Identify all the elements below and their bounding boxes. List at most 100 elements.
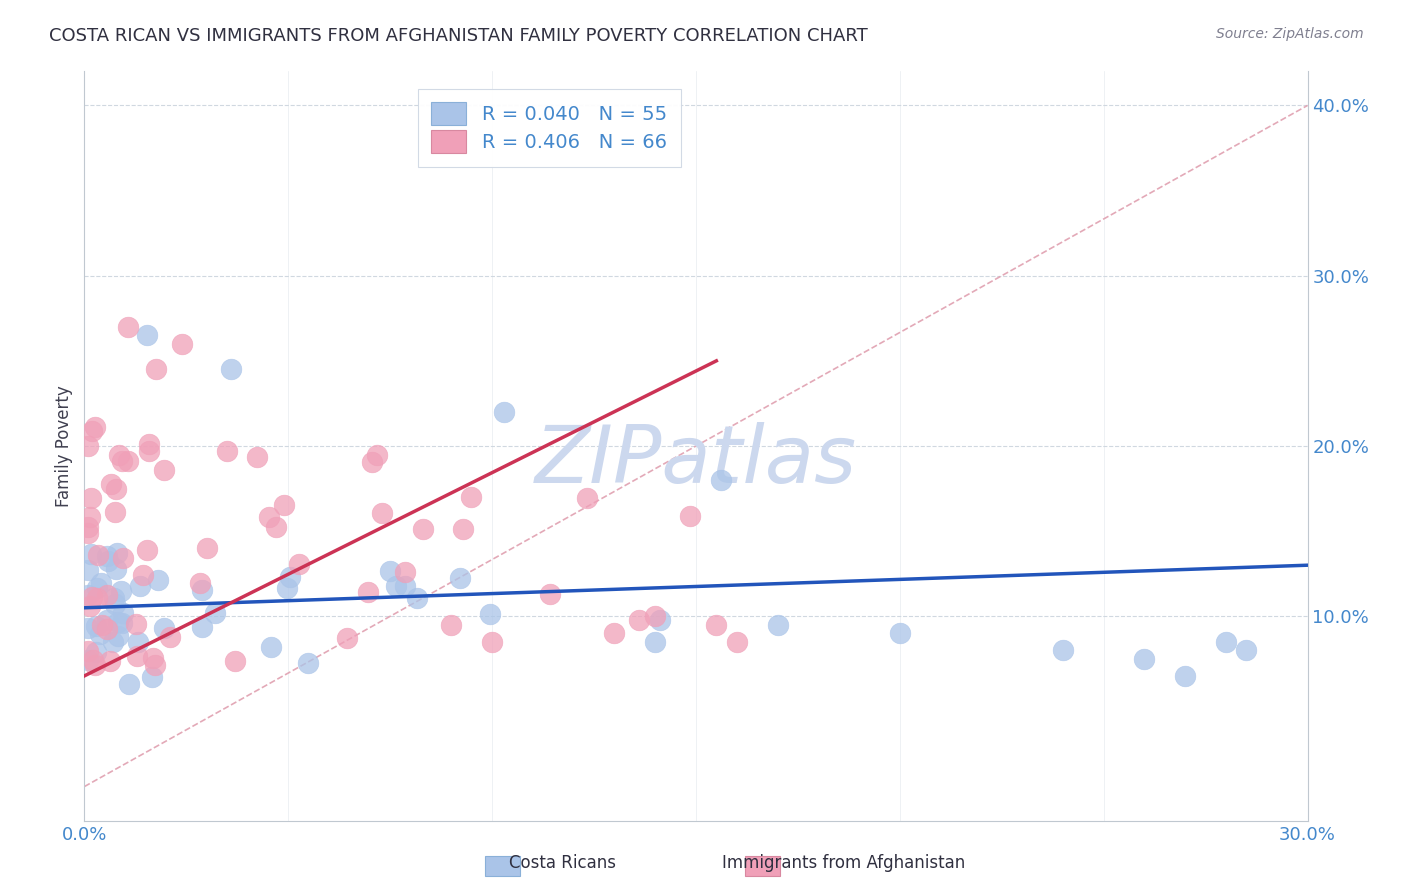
Point	[127, 635, 149, 649]
Point	[86, 548, 108, 562]
Point	[710, 473, 733, 487]
Point	[141, 670, 163, 684]
Point	[297, 657, 319, 671]
Point	[280, 570, 302, 584]
Point	[83, 657, 105, 672]
Point	[125, 617, 148, 632]
Point	[215, 444, 238, 458]
Point	[706, 617, 728, 632]
Point	[380, 565, 402, 579]
Point	[357, 584, 380, 599]
Point	[191, 620, 214, 634]
Point	[627, 613, 650, 627]
Point	[394, 578, 416, 592]
Point	[260, 640, 283, 654]
Point	[127, 648, 149, 663]
Point	[138, 444, 160, 458]
Point	[575, 491, 598, 505]
Point	[105, 483, 128, 497]
Point	[110, 584, 132, 599]
Point	[82, 652, 104, 666]
Point	[129, 579, 152, 593]
Point	[276, 581, 298, 595]
Point	[77, 520, 100, 534]
Point	[1174, 669, 1197, 683]
Text: Costa Ricans: Costa Ricans	[509, 855, 616, 872]
Point	[136, 328, 159, 343]
Point	[77, 439, 100, 453]
Point	[336, 631, 359, 645]
Point	[79, 509, 101, 524]
Point	[138, 437, 160, 451]
Point	[412, 522, 434, 536]
Point	[111, 551, 134, 566]
Point	[725, 635, 748, 649]
Point	[195, 541, 218, 555]
Point	[204, 606, 226, 620]
Point	[1133, 652, 1156, 666]
Point	[104, 597, 127, 611]
Point	[96, 549, 118, 563]
Point	[679, 509, 702, 524]
Point	[264, 520, 287, 534]
Point	[96, 613, 118, 627]
Point	[384, 579, 406, 593]
Point	[1236, 643, 1258, 657]
Point	[453, 522, 475, 536]
Point	[142, 651, 165, 665]
Point	[111, 615, 134, 630]
Point	[273, 498, 295, 512]
Point	[84, 645, 107, 659]
Point	[111, 454, 134, 468]
Point	[131, 568, 153, 582]
Point	[143, 658, 166, 673]
Text: Source: ZipAtlas.com: Source: ZipAtlas.com	[1216, 27, 1364, 41]
Point	[159, 630, 181, 644]
Point	[80, 491, 103, 505]
Point	[77, 644, 100, 658]
Point	[80, 424, 103, 438]
Point	[117, 454, 139, 468]
Point	[77, 588, 100, 602]
Point	[90, 576, 112, 591]
Point	[246, 450, 269, 464]
Point	[103, 591, 125, 605]
Point	[86, 581, 108, 595]
Point	[89, 627, 111, 641]
Point	[77, 621, 100, 635]
Point	[117, 319, 139, 334]
Point	[460, 490, 482, 504]
Point	[105, 546, 128, 560]
Point	[449, 571, 471, 585]
Point	[105, 562, 128, 576]
Legend: R = 0.040   N = 55, R = 0.406   N = 66: R = 0.040 N = 55, R = 0.406 N = 66	[418, 88, 681, 167]
Point	[84, 619, 107, 633]
Point	[79, 599, 101, 613]
Text: ZIPatlas: ZIPatlas	[534, 422, 858, 500]
Point	[98, 655, 121, 669]
Point	[84, 420, 107, 434]
Point	[224, 654, 246, 668]
Point	[287, 557, 309, 571]
Point	[107, 615, 129, 629]
Point	[492, 405, 515, 419]
Point	[80, 547, 103, 561]
Point	[80, 590, 103, 604]
Point	[172, 336, 194, 351]
Point	[112, 606, 135, 620]
Text: COSTA RICAN VS IMMIGRANTS FROM AFGHANISTAN FAMILY POVERTY CORRELATION CHART: COSTA RICAN VS IMMIGRANTS FROM AFGHANIST…	[49, 27, 868, 45]
Point	[145, 362, 167, 376]
Point	[371, 506, 394, 520]
Point	[96, 622, 118, 636]
Point	[1215, 635, 1237, 649]
Point	[889, 626, 911, 640]
Point	[190, 582, 212, 597]
Point	[644, 635, 666, 649]
Point	[650, 613, 672, 627]
Point	[108, 448, 131, 462]
Point	[644, 609, 666, 624]
Point	[118, 677, 141, 691]
Point	[96, 589, 118, 603]
Point	[91, 618, 114, 632]
Point	[440, 617, 463, 632]
